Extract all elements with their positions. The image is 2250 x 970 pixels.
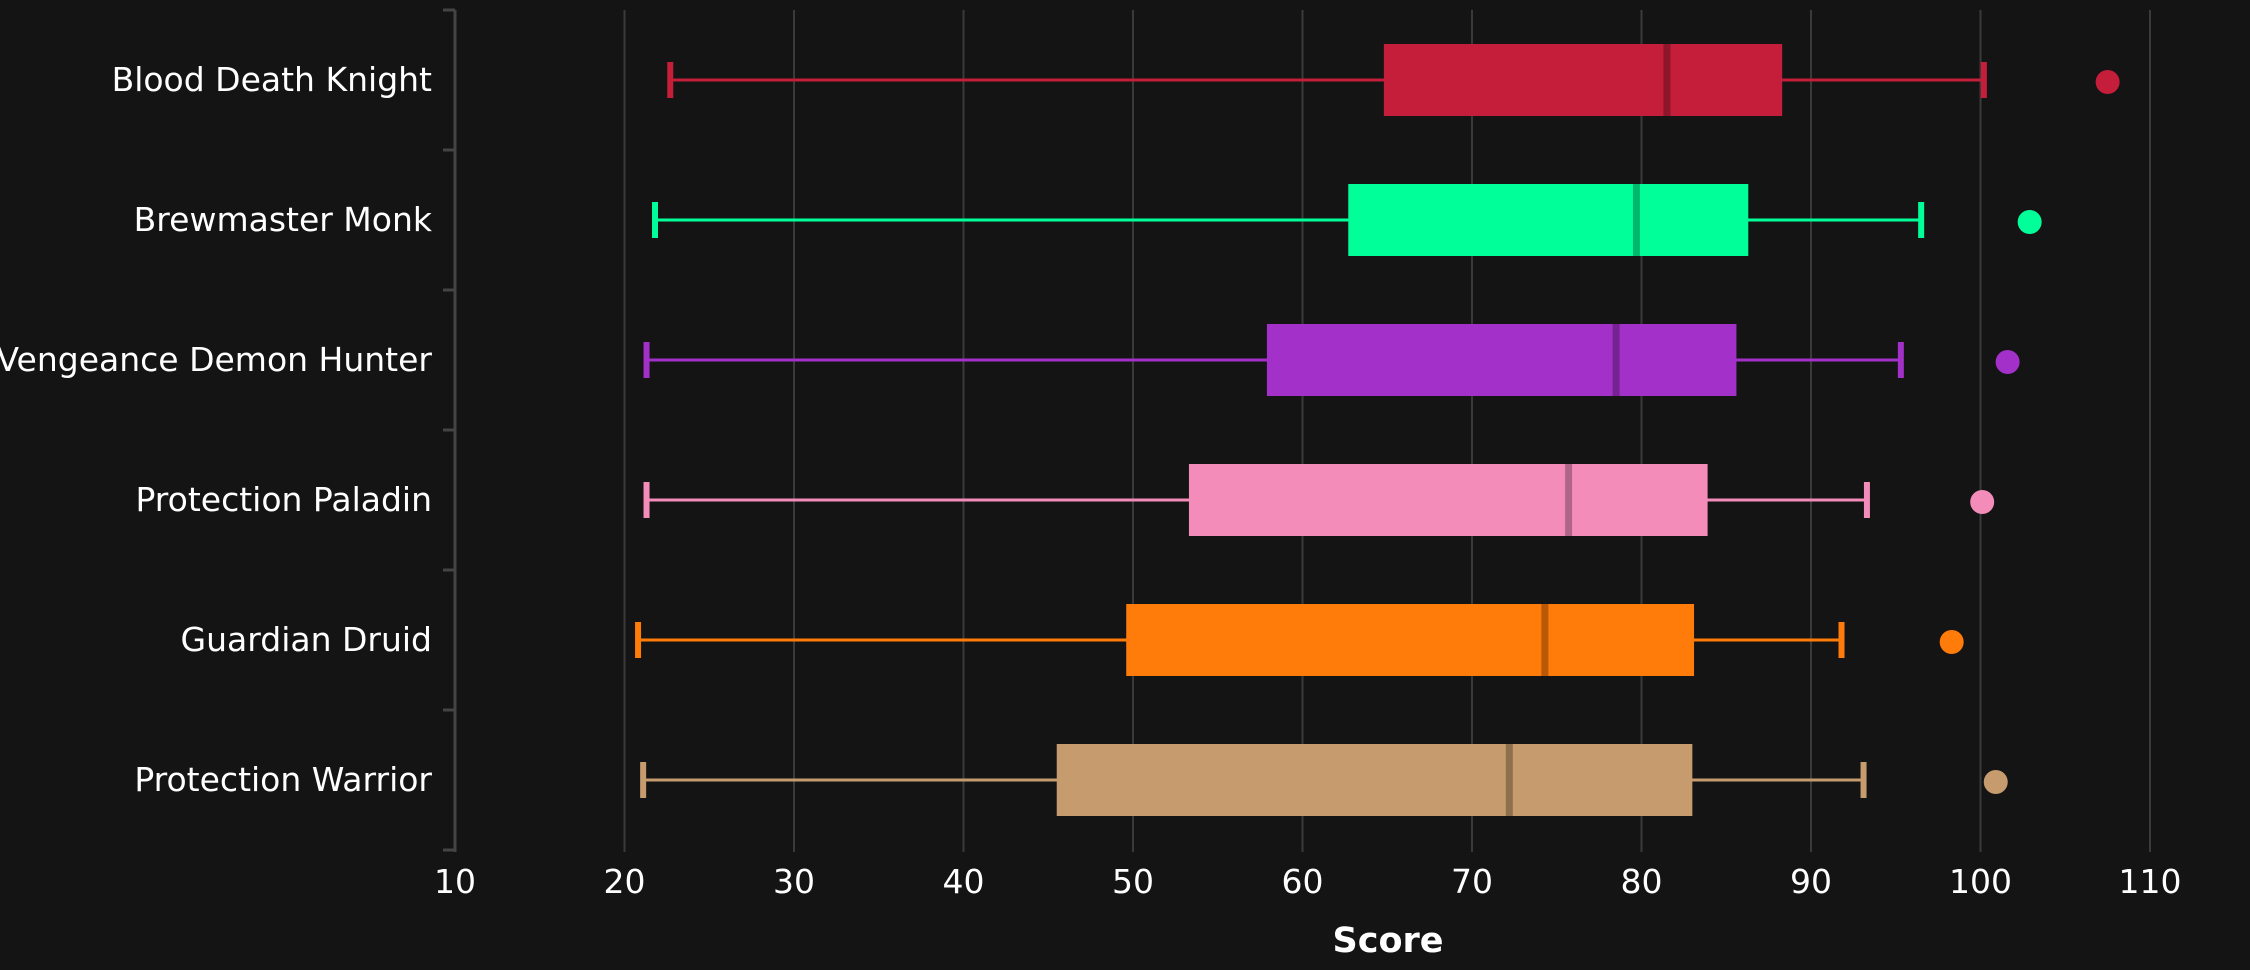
box-plot-series: Blood Death Knight Brewmaster Monk Vengean… xyxy=(0,44,2120,816)
outlier-point xyxy=(2095,70,2120,94)
x-tick-label: 100 xyxy=(1949,862,2012,901)
box-group: Guardian Druid xyxy=(181,604,1964,676)
x-axis: 10 20 30 40 50 60 70 80 90 100 110 xyxy=(434,862,2182,901)
y-axis xyxy=(443,8,457,852)
outlier-point xyxy=(2017,210,2042,234)
x-tick-label: 50 xyxy=(1112,862,1154,901)
x-tick-label: 20 xyxy=(604,862,646,901)
outlier-point xyxy=(1983,770,2008,794)
x-tick-label: 60 xyxy=(1282,862,1324,901)
category-label: Guardian Druid xyxy=(181,620,432,659)
x-tick-label: 40 xyxy=(943,862,985,901)
box-group: Brewmaster Monk xyxy=(134,184,2042,256)
category-label: Vengeance Demon Hunter xyxy=(0,340,432,379)
box xyxy=(1056,744,1693,816)
box-group: Protection Warrior xyxy=(134,744,2008,816)
x-axis-title: Score xyxy=(1333,921,1444,961)
x-tick-label: 10 xyxy=(434,862,476,901)
box-group: Blood Death Knight xyxy=(112,44,2120,116)
box xyxy=(1348,184,1749,256)
box-group: Vengeance Demon Hunter xyxy=(0,324,2020,396)
box xyxy=(1266,324,1737,396)
outlier-point xyxy=(1939,630,1964,654)
category-label: Protection Warrior xyxy=(134,760,432,799)
category-label: Blood Death Knight xyxy=(112,60,432,99)
category-label: Protection Paladin xyxy=(135,480,432,519)
box xyxy=(1188,464,1708,536)
x-tick-label: 110 xyxy=(2119,862,2182,901)
box xyxy=(1126,604,1695,676)
x-tick-label: 80 xyxy=(1621,862,1663,901)
outlier-point xyxy=(1970,490,1995,514)
x-tick-label: 30 xyxy=(773,862,815,901)
box-group: Protection Paladin xyxy=(135,464,1995,536)
x-tick-label: 90 xyxy=(1790,862,1832,901)
category-label: Brewmaster Monk xyxy=(134,200,433,239)
outlier-point xyxy=(1995,350,2020,374)
box xyxy=(1383,44,1783,116)
grid-lines xyxy=(623,10,2151,852)
x-tick-label: 70 xyxy=(1451,862,1493,901)
